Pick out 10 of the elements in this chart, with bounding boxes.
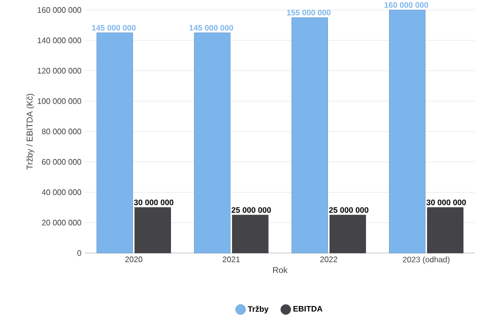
bar bbox=[427, 207, 464, 254]
x-axis-title: Rok bbox=[273, 266, 288, 273]
bar bbox=[96, 32, 133, 254]
y-axis-title: Tržby / EBITDA (Kč) bbox=[26, 94, 34, 170]
bar bbox=[389, 10, 426, 254]
bar bbox=[194, 32, 230, 254]
bar bbox=[232, 214, 268, 254]
bar bbox=[292, 17, 328, 254]
bar bbox=[134, 207, 171, 254]
bar bbox=[330, 214, 366, 254]
